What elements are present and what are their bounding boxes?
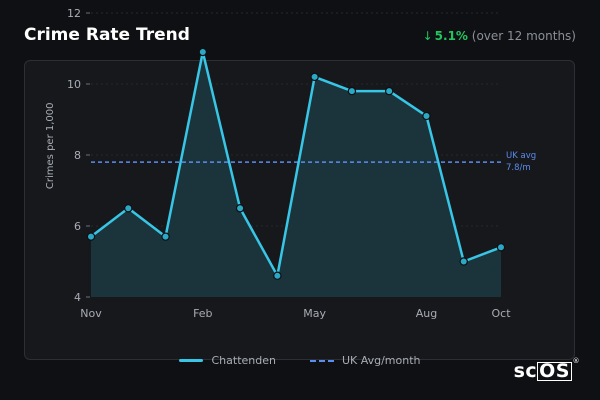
logo-boxed-text: OS: [537, 360, 572, 382]
x-tick-label: Feb: [193, 307, 212, 320]
page-title: Crime Rate Trend: [24, 25, 190, 45]
data-point-feb[interactable]: [198, 47, 208, 57]
trend-period-note: (over 12 months): [471, 29, 576, 43]
reference-value-label: 7.8/m: [506, 163, 531, 173]
legend-item-reference[interactable]: UK Avg/month: [309, 354, 421, 367]
data-point-aug[interactable]: [422, 111, 431, 121]
data-point-dec[interactable]: [124, 204, 133, 213]
y-tick-label: 12: [67, 7, 81, 20]
legend-label-reference: UK Avg/month: [341, 354, 421, 367]
data-point-oct[interactable]: [496, 243, 506, 252]
scos-logo: sc OS ®: [513, 357, 580, 382]
y-tick-label: 10: [67, 78, 81, 91]
logo-prefix: sc: [513, 360, 538, 382]
chart-legend: Chattenden UK Avg/month: [0, 354, 600, 367]
legend-swatch-series: [179, 359, 204, 362]
x-tick-label: Oct: [491, 307, 511, 320]
y-tick-label: 6: [74, 220, 81, 233]
data-point-apr[interactable]: [273, 271, 282, 280]
data-point-nov[interactable]: [86, 232, 96, 241]
x-tick-label: May: [303, 307, 326, 320]
data-point-jun[interactable]: [347, 86, 357, 96]
reference-label: UK avg: [506, 151, 536, 161]
y-axis-title: Crimes per 1,000: [45, 103, 56, 190]
series-area-fill: [91, 52, 501, 297]
data-point-may[interactable]: [310, 72, 319, 82]
data-point-mar[interactable]: [235, 204, 245, 213]
x-tick-label: Aug: [416, 307, 437, 320]
trend-percentage: 5.1%: [434, 29, 468, 43]
y-tick-label: 4: [74, 291, 81, 304]
legend-item-series[interactable]: Chattenden: [179, 354, 276, 367]
legend-label-series: Chattenden: [211, 354, 276, 367]
data-point-sep[interactable]: [459, 257, 468, 266]
series-line: [89, 50, 503, 277]
x-tick-label: Nov: [80, 307, 102, 320]
legend-swatch-reference: [309, 359, 334, 362]
trend-down-arrow-icon: ↓: [422, 29, 433, 43]
trend-summary: ↓ 5.1% (over 12 months): [423, 29, 576, 43]
data-point-jan[interactable]: [161, 232, 170, 241]
data-point-jul[interactable]: [384, 86, 394, 96]
logo-registered-mark: ®: [572, 357, 580, 365]
y-tick-label: 8: [74, 149, 81, 162]
